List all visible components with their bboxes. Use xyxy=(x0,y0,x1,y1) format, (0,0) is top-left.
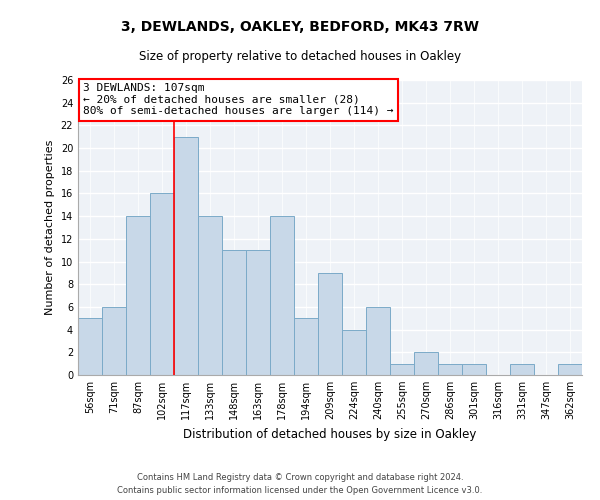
Bar xyxy=(126,216,150,375)
Bar xyxy=(78,318,102,375)
Bar xyxy=(510,364,534,375)
Bar xyxy=(222,250,246,375)
Bar xyxy=(390,364,414,375)
Text: Size of property relative to detached houses in Oakley: Size of property relative to detached ho… xyxy=(139,50,461,63)
Bar xyxy=(294,318,318,375)
Bar xyxy=(174,136,198,375)
Bar xyxy=(198,216,222,375)
X-axis label: Distribution of detached houses by size in Oakley: Distribution of detached houses by size … xyxy=(184,428,476,440)
Bar xyxy=(462,364,486,375)
Text: 3, DEWLANDS, OAKLEY, BEDFORD, MK43 7RW: 3, DEWLANDS, OAKLEY, BEDFORD, MK43 7RW xyxy=(121,20,479,34)
Bar xyxy=(246,250,270,375)
Bar xyxy=(318,273,342,375)
Text: 3 DEWLANDS: 107sqm
← 20% of detached houses are smaller (28)
80% of semi-detache: 3 DEWLANDS: 107sqm ← 20% of detached hou… xyxy=(83,83,394,116)
Bar xyxy=(342,330,366,375)
Bar xyxy=(366,307,390,375)
Bar xyxy=(558,364,582,375)
Bar xyxy=(438,364,462,375)
Y-axis label: Number of detached properties: Number of detached properties xyxy=(45,140,55,315)
Text: Contains HM Land Registry data © Crown copyright and database right 2024.
Contai: Contains HM Land Registry data © Crown c… xyxy=(118,473,482,495)
Bar xyxy=(414,352,438,375)
Bar xyxy=(270,216,294,375)
Bar xyxy=(150,194,174,375)
Bar xyxy=(102,307,126,375)
